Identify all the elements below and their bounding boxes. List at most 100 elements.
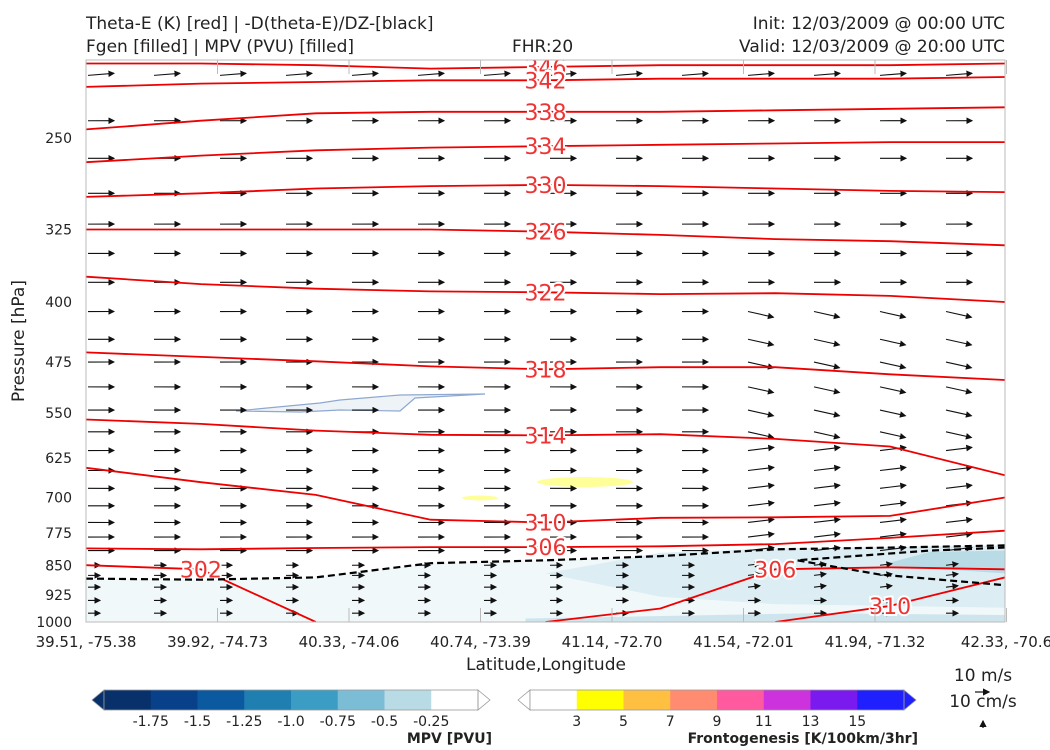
fgen-colorbar-right-extend (903, 689, 917, 711)
fgen-fill-patch (537, 477, 633, 487)
theta-e-contour (86, 529, 1005, 551)
wind-arrow (945, 516, 973, 524)
wind-arrow (879, 386, 907, 395)
wind-arrow (945, 583, 959, 590)
y-tick-label: 925 (45, 588, 72, 604)
y-tick-label: 625 (45, 451, 72, 467)
wind-arrow (747, 386, 775, 395)
wind-arrow (879, 444, 907, 452)
theta-e-contour (86, 275, 1005, 303)
wind-arrow (615, 70, 643, 78)
wind-arrow (351, 70, 379, 78)
mpv-colorbar-tick-label: -0.75 (320, 714, 356, 730)
wind-arrow (747, 500, 775, 507)
x-axis-label: Latitude,Longitude (466, 655, 626, 675)
fgen-colorbar-tick-label: 5 (619, 714, 628, 730)
wind-arrow (879, 482, 907, 490)
wind-arrow (813, 409, 841, 418)
theta-e-contour-label: 306 (525, 536, 567, 561)
wind-arrow (813, 583, 827, 590)
wind-arrow (747, 583, 761, 590)
wind-arrow (879, 361, 907, 370)
mpv-colorbar-tick-label: -1.5 (184, 714, 211, 730)
fgen-colorbar-segment (670, 690, 718, 710)
wind-arrow (945, 310, 973, 320)
wind-arrow (879, 500, 907, 507)
fgen-colorbar-label: Frontogenesis [K/100km/3hr] (688, 731, 918, 747)
wind-arrow (747, 571, 761, 578)
wind-arrow (945, 444, 973, 452)
wind-arrow (747, 444, 775, 452)
wind-arrow (747, 338, 775, 347)
theta-e-contour-label: 314 (525, 424, 567, 449)
wind-arrow (219, 70, 247, 78)
forecast-hour: FHR:20 (512, 37, 574, 57)
fgen-colorbar-segment (717, 690, 765, 710)
theta-e-contour (775, 576, 1005, 622)
wind-arrow (747, 561, 761, 568)
wind-arrow (945, 361, 973, 370)
wind-arrow (813, 500, 841, 507)
wind-arrow (87, 70, 115, 78)
valid-time: Valid: 12/03/2009 @ 20:00 UTC (739, 37, 1005, 57)
wind-arrow (945, 482, 973, 490)
init-time: Init: 12/03/2009 @ 00:00 UTC (752, 14, 1005, 34)
theta-e-contour-label: 326 (525, 221, 567, 246)
mpv-colorbar-segment (384, 690, 432, 710)
mpv-colorbar-segment (337, 690, 385, 710)
wind-arrow (879, 310, 907, 320)
fgen-colorbar-segment (530, 690, 578, 710)
wind-arrow (945, 409, 973, 418)
mpv-colorbar-tick-label: -1.25 (226, 714, 262, 730)
theta-e-contour-label: 346 (525, 56, 567, 81)
wind-arrow (483, 70, 511, 78)
wind-arrow (813, 531, 841, 538)
fgen-colorbar-outline (529, 689, 905, 711)
wind-arrow (879, 431, 907, 440)
theta-e-contour-label: 310 (525, 511, 567, 536)
neg-dthetae-dz-contour-closed (796, 546, 1005, 587)
wind-arrow (813, 338, 841, 347)
wind-arrow (813, 516, 841, 524)
wind-arrow (747, 431, 775, 440)
wind-arrow (747, 464, 775, 472)
mpv-colorbar-segment (104, 690, 152, 710)
theta-e-contour (545, 566, 1005, 622)
theta-e-contour (86, 183, 1005, 198)
mpv-colorbar-segment (244, 690, 292, 710)
fgen-colorbar-tick-label: 11 (755, 714, 773, 730)
wind-arrow (945, 464, 973, 472)
fgen-colorbar-tick-label: 9 (713, 714, 722, 730)
wind-arrow (879, 583, 893, 590)
fgen-colorbar-segment (810, 690, 858, 710)
wind-arrow (879, 561, 893, 568)
wind-arrow (285, 70, 313, 78)
mpv-colorbar-tick-label: -0.25 (413, 714, 449, 730)
mpv-colorbar-left-extend (91, 689, 105, 711)
y-tick-label: 850 (45, 558, 72, 574)
wind-arrow (747, 70, 775, 78)
theta-e-contour (86, 228, 1005, 247)
fgen-colorbar-segment (763, 690, 811, 710)
fgen-colorbar-left-extend (517, 689, 531, 711)
wind-legend-vertical: 10 cm/s (949, 692, 1017, 712)
theta-e-contour-label: 334 (525, 135, 567, 160)
plot-frame (85, 59, 1006, 623)
wind-arrow (945, 531, 973, 538)
fgen-colorbar-tick-label: 7 (666, 714, 675, 730)
y-tick-label: 700 (45, 490, 72, 506)
wind-arrow (879, 70, 907, 78)
theta-e-contour-label: 330 (525, 174, 567, 199)
wind-arrow (945, 431, 973, 440)
wind-arrow (417, 70, 445, 78)
theta-e-contour (86, 564, 317, 622)
wind-arrow (813, 571, 827, 578)
wind-arrow (879, 516, 907, 524)
y-tick-label: 475 (45, 355, 72, 371)
y-tick-label: 775 (45, 526, 72, 542)
fgen-colorbar-segment (857, 690, 905, 710)
title-left-line2: Fgen [filled] | MPV (PVU) [filled] (86, 37, 355, 57)
mpv-colorbar-tick-label: -0.5 (371, 714, 398, 730)
theta-e-contour (86, 62, 1005, 70)
